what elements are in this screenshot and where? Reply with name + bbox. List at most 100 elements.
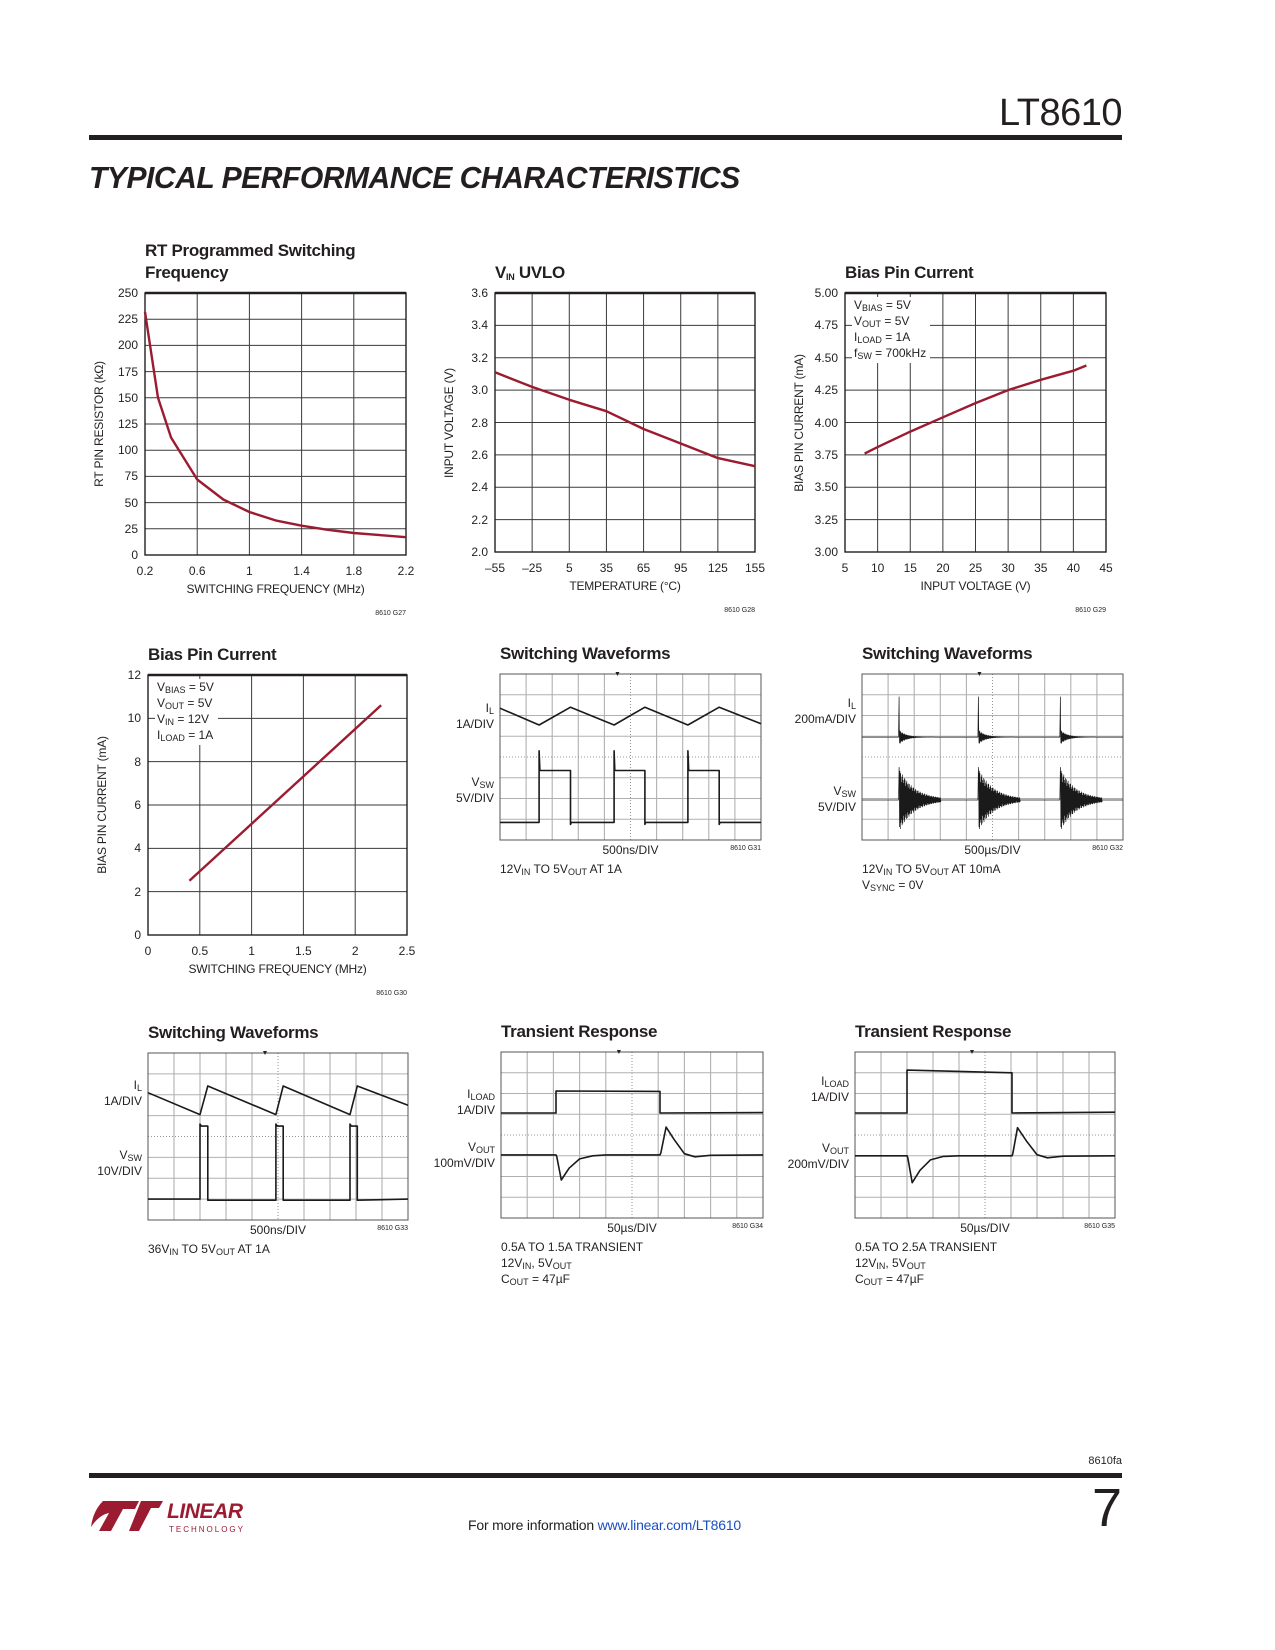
text-segment: AT 1A <box>586 862 622 876</box>
x-tick-label: 2.5 <box>398 944 416 958</box>
y-tick-label: 200 <box>117 338 138 353</box>
text-segment: C <box>855 1272 864 1286</box>
text-segment: V <box>854 298 863 312</box>
waveform-trace <box>862 696 1123 744</box>
text-segment: , 5V <box>885 1256 907 1270</box>
y-tick-label: 0 <box>131 548 138 562</box>
subscript-text: IN <box>883 867 893 877</box>
y-tick-label: 10 <box>127 711 141 726</box>
y-tick-label: 3.4 <box>471 318 488 333</box>
text-segment: I <box>847 696 851 711</box>
text-segment: = 5V <box>184 696 213 710</box>
trace-label-line: 5V/DIV <box>818 799 856 815</box>
text-segment: 200mV/DIV <box>787 1156 849 1171</box>
chart-title-line: Switching Waveforms <box>862 644 1033 663</box>
waveform-trace <box>855 1069 1116 1114</box>
plot-area <box>147 1051 409 1221</box>
subscript-text: OUT <box>863 1277 883 1287</box>
text-segment: = 47µF <box>882 1272 924 1286</box>
scope-caption: 0.5A TO 1.5A TRANSIENT 12VIN, 5VOUT COUT =… <box>501 1239 643 1287</box>
x-tick-label: –55 <box>484 561 506 575</box>
chart-title-line: VIN UVLO <box>495 262 565 284</box>
plot-area <box>500 1050 764 1219</box>
chart-title-line: Bias Pin Current <box>845 263 974 282</box>
y-tick-label: 4.50 <box>814 350 838 365</box>
text-segment: 1A/DIV <box>455 716 494 731</box>
y-tick-label: 150 <box>117 390 138 405</box>
chart-7: Switching Waveforms 8610 G33 IL 1A/DIV VSW 10… <box>97 1023 409 1257</box>
x-tick-label: 95 <box>674 561 688 575</box>
trace-scale-label: VSW 10V/DIV <box>97 1147 142 1179</box>
plot-area <box>499 672 762 841</box>
text-segment: 5V/DIV <box>455 791 494 806</box>
y-tick-label: 4 <box>134 841 141 856</box>
text-segment: 12V <box>501 1256 523 1270</box>
y-tick-label: 50 <box>124 495 138 510</box>
x-tick-label: 1.5 <box>295 944 312 958</box>
y-tick-label: 2.4 <box>471 480 488 495</box>
trace-scale-label: IL 1A/DIV <box>104 1077 142 1109</box>
figure-id: 8610 G31 <box>730 845 761 852</box>
text-segment: = 47µF <box>528 1272 570 1286</box>
subscript-text: SW <box>841 788 857 799</box>
more-info-link[interactable]: www.linear.com/LT8610 <box>597 1517 742 1533</box>
section-title: TYPICAL PERFORMANCE CHARACTERISTICS <box>89 160 740 195</box>
text-segment: I <box>157 728 161 742</box>
text-segment: = 1A <box>881 330 911 344</box>
annotation-line: VIN = 12V <box>157 711 214 727</box>
waveform-trace <box>501 1126 764 1181</box>
trace-label-line: 100mV/DIV <box>434 1155 495 1171</box>
y-tick-label: 3.75 <box>814 447 838 462</box>
x-axis-label: SWITCHING FREQUENCY (MHz) <box>186 582 365 596</box>
y-tick-label: 3.6 <box>471 286 488 300</box>
y-tick-label: 225 <box>117 312 138 327</box>
logo-mark-icon: LINEAR TECHNOLOGY <box>91 1500 244 1534</box>
y-axis-label: RT PIN RESISTOR (kΩ) <box>92 361 106 487</box>
subscript-text: IN <box>522 1261 532 1271</box>
chart-5: Switching Waveforms 8610 G31 IL 1A/DIV VSW 5V… <box>456 644 762 877</box>
annotation-line: fSW = 700kHz <box>854 345 926 361</box>
subscript-text: IN <box>165 717 175 727</box>
text-segment: 200mA/DIV <box>794 712 856 727</box>
text-segment: = 12V <box>174 712 210 726</box>
chart-title-line: Transient Response <box>855 1022 1012 1041</box>
x-tick-label: 2.2 <box>397 564 415 578</box>
subscript-text: SW <box>479 780 495 791</box>
trace-label-line: IL <box>104 1077 142 1093</box>
subscript-text: IN <box>521 867 531 877</box>
x-tick-label: 5 <box>841 561 849 575</box>
text-segment: V <box>467 1139 476 1154</box>
logo-subtext: TECHNOLOGY <box>169 1525 244 1534</box>
waveform-trace <box>148 1123 409 1201</box>
text-segment: TO 5V <box>178 1242 216 1256</box>
plot-area <box>147 673 408 936</box>
y-tick-label: 3.50 <box>814 480 838 495</box>
trace-scale-label: IL 200mA/DIV <box>795 695 856 727</box>
text-segment: 5V/DIV <box>817 799 856 814</box>
x-tick-label: 35 <box>1034 561 1048 575</box>
condition-annotation: VBIAS = 5V VOUT = 5V VIN = 12V ILOAD = 1A <box>155 679 218 745</box>
subscript-text: OUT <box>215 1247 235 1257</box>
annotation-line: VOUT = 5V <box>854 313 926 329</box>
y-tick-label: 25 <box>124 521 138 536</box>
trace-label-line: 200mA/DIV <box>795 711 856 727</box>
text-segment: I <box>133 1077 137 1092</box>
x-tick-label: 45 <box>1099 561 1113 575</box>
waveform-trace <box>855 1126 1116 1184</box>
trace-label-line: 1A/DIV <box>811 1089 849 1105</box>
chart-title: Switching Waveforms <box>148 1022 319 1044</box>
scope-frame <box>499 673 762 841</box>
text-segment: = 5V <box>882 298 911 312</box>
text-segment: 1A/DIV <box>103 1093 142 1108</box>
caption-line: VSYNC = 0V <box>862 877 1001 893</box>
chart-title-line: RT Programmed Switching <box>145 240 356 262</box>
chart-9: Transient Response 8610 G35 ILOAD 1A/DIV VOU… <box>788 1022 1116 1287</box>
trace-scale-label: IL 1A/DIV <box>456 700 494 732</box>
trace-label-line: 5V/DIV <box>456 790 494 806</box>
header-rule <box>89 135 1122 140</box>
caption-line: 0.5A TO 1.5A TRANSIENT <box>501 1239 643 1255</box>
text-segment: UVLO <box>514 263 565 282</box>
data-curve <box>143 311 407 539</box>
plot-area <box>861 672 1124 841</box>
text-segment: TO 5V <box>892 862 930 876</box>
